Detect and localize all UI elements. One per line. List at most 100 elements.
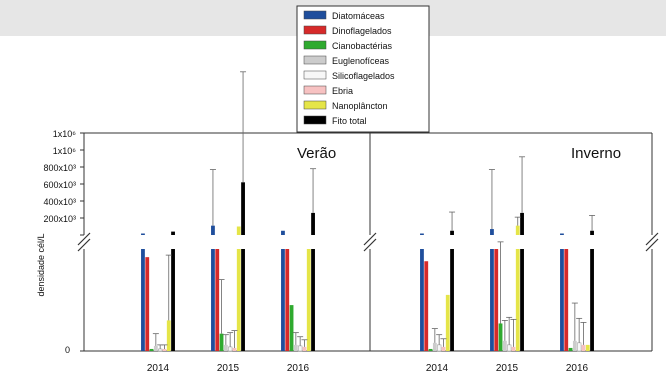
bar-inverno-2016-euglenoficeas xyxy=(572,340,577,351)
bar-upper-inverno-2014-fito-total xyxy=(450,230,454,235)
bar-upper-inverno-2014-diatomaceas xyxy=(420,233,424,235)
bar-inverno-2014-dinoflagelados xyxy=(424,261,429,351)
bar-upper-verao-2014-diatomaceas xyxy=(141,233,145,235)
bar-upper-inverno-2015-nanoplancton xyxy=(515,225,520,235)
bar-inverno-2016-ebria xyxy=(581,344,586,351)
break-left-b xyxy=(77,238,91,252)
bar-verao-2015-silicoflagelados xyxy=(228,346,233,352)
bar-verao-2015-fito-total xyxy=(241,249,245,351)
bar-verao-2014-ebria xyxy=(162,348,167,351)
legend-label-ebria: Ebria xyxy=(332,86,353,96)
bar-verao-2015-dinoflagelados xyxy=(215,249,220,351)
bar-inverno-2015-cianobacterias xyxy=(498,323,503,351)
bar-inverno-2015-diatomaceas xyxy=(490,249,494,351)
bar-upper-inverno-2016-fito-total xyxy=(590,230,594,235)
bar-verao-2014-dinoflagelados xyxy=(145,257,150,351)
break-right-a xyxy=(645,232,659,246)
y-tick-2: 800x10³ xyxy=(43,163,76,173)
bar-verao-2016-silicoflagelados xyxy=(298,345,303,352)
legend-label-diatomaceas: Diatomáceas xyxy=(332,11,385,21)
bar-verao-2015-ebria xyxy=(232,347,237,351)
legend-label-euglenoficeas: Euglenofíceas xyxy=(332,56,390,66)
bar-inverno-2015-euglenoficeas xyxy=(502,340,507,351)
bar-inverno-2014-euglenoficeas xyxy=(432,342,437,351)
break-right-b xyxy=(645,238,659,252)
legend-swatch-fito-total xyxy=(303,115,327,125)
y-axis-label: densidade cél/L xyxy=(36,233,46,296)
x-tick-verao-2015: 2015 xyxy=(217,363,240,374)
bar-verao-2014-cianobacterias xyxy=(149,348,154,351)
bar-inverno-2016-fito-total xyxy=(590,249,594,351)
bar-inverno-2014-cianobacterias xyxy=(428,348,433,351)
bar-inverno-2014-silicoflagelados xyxy=(437,344,442,352)
bar-inverno-2014-ebria xyxy=(441,346,446,351)
legend-swatch-dinoflagelados xyxy=(303,25,327,35)
x-tick-verao-2014: 2014 xyxy=(147,363,170,374)
legend-label-cianobacterias: Cianobactérias xyxy=(332,41,393,51)
legend-swatch-silicoflagelados xyxy=(303,70,327,80)
x-tick-inverno-2015: 2015 xyxy=(496,363,519,374)
bar-verao-2015-diatomaceas xyxy=(211,249,215,351)
bar-verao-2016-nanoplancton xyxy=(306,249,311,351)
bar-inverno-2016-nanoplancton xyxy=(585,344,590,351)
y-tick-3: 600x10³ xyxy=(43,180,76,190)
x-tick-inverno-2016: 2016 xyxy=(566,363,589,374)
legend-box xyxy=(296,5,430,133)
legend-swatch-cianobacterias xyxy=(303,40,327,50)
y-tick-0: 1x10⁶ xyxy=(53,129,77,139)
bar-upper-verao-2016-fito-total xyxy=(311,212,315,235)
bar-inverno-2016-silicoflagelados xyxy=(577,342,582,352)
bar-upper-verao-2015-nanoplancton xyxy=(236,226,241,235)
legend-swatch-euglenoficeas xyxy=(303,55,327,65)
legend-label-silicoflagelados: Silicoflagelados xyxy=(332,71,395,81)
bar-verao-2016-ebria xyxy=(302,346,307,351)
bar-verao-2016-fito-total xyxy=(311,249,315,351)
y-tick-5: 200x10³ xyxy=(43,214,76,224)
bar-inverno-2015-dinoflagelados xyxy=(494,249,499,351)
legend-label-nanoplancton: Nanoplâncton xyxy=(332,101,388,111)
bar-verao-2014-euglenoficeas xyxy=(153,345,158,351)
y-tick-1: 1x10⁶ xyxy=(53,146,77,156)
bars xyxy=(141,182,594,352)
x-tick-inverno-2014: 2014 xyxy=(426,363,449,374)
bar-verao-2016-cianobacterias xyxy=(289,305,294,351)
bar-inverno-2015-ebria xyxy=(511,346,516,351)
bar-inverno-2016-cianobacterias xyxy=(568,347,573,351)
bar-verao-2015-cianobacterias xyxy=(219,333,224,351)
bar-upper-inverno-2015-fito-total xyxy=(520,212,524,235)
break-middle-b xyxy=(363,238,377,252)
bar-inverno-2015-fito-total xyxy=(520,249,524,351)
bar-verao-2016-diatomaceas xyxy=(281,249,285,351)
bar-verao-2015-nanoplancton xyxy=(236,249,241,351)
bar-upper-verao-2015-diatomaceas xyxy=(211,225,215,235)
legend-label-fito-total: Fito total xyxy=(332,116,367,126)
bar-inverno-2014-nanoplancton xyxy=(445,294,450,351)
bar-verao-2014-silicoflagelados xyxy=(158,348,163,352)
x-tick-verao-2016: 2016 xyxy=(287,363,310,374)
axes xyxy=(77,132,659,352)
legend-label-dinoflagelados: Dinoflagelados xyxy=(332,26,392,36)
bar-verao-2016-euglenoficeas xyxy=(293,344,298,351)
panel-label-inverno: Inverno xyxy=(571,145,621,162)
legend-swatch-nanoplancton xyxy=(303,100,327,110)
legend-swatch-ebria xyxy=(303,85,327,95)
bar-inverno-2014-fito-total xyxy=(450,249,454,351)
break-middle-a xyxy=(363,232,377,246)
bar-verao-2014-fito-total xyxy=(171,249,175,351)
bar-upper-verao-2014-fito-total xyxy=(171,231,175,235)
legend: Diatomáceas Dinoflagelados Cianobactérias E… xyxy=(303,10,395,126)
error-bars xyxy=(152,71,596,349)
break-left-a xyxy=(77,232,91,246)
bar-inverno-2015-silicoflagelados xyxy=(507,344,512,352)
y-tick-zero: 0 xyxy=(65,345,70,355)
legend-swatch-diatomaceas xyxy=(303,10,327,20)
bar-verao-2016-dinoflagelados xyxy=(285,249,290,351)
bar-inverno-2015-nanoplancton xyxy=(515,249,520,351)
bar-inverno-2016-dinoflagelados xyxy=(564,249,569,351)
panel-label-verao: Verão xyxy=(297,145,336,162)
bar-verao-2014-nanoplancton xyxy=(166,320,171,351)
bar-verao-2015-euglenoficeas xyxy=(223,344,228,351)
bar-upper-verao-2015-fito-total xyxy=(241,182,245,235)
bar-upper-inverno-2015-diatomaceas xyxy=(490,229,494,235)
